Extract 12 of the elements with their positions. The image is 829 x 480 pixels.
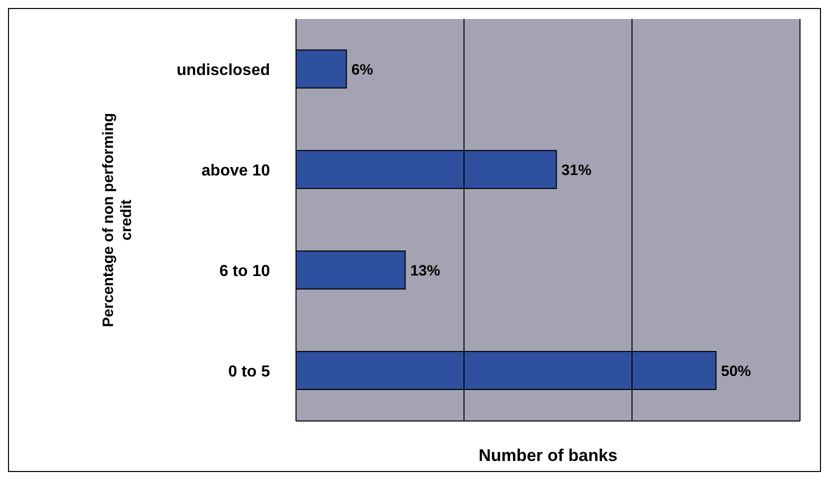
y-tick-label: above 10 — [202, 162, 270, 180]
y-tick-label: 0 to 5 — [228, 363, 270, 380]
x-axis-title: Number of banks — [478, 446, 618, 465]
data-label: 31% — [561, 162, 592, 179]
y-tick-label: undisclosed — [176, 62, 270, 79]
y-axis-title: Percentage of non performing credit — [100, 112, 135, 328]
y-tick-label: 6 to 10 — [219, 262, 270, 280]
data-label: 13% — [410, 262, 440, 280]
data-label: 6% — [351, 61, 374, 78]
bar — [296, 250, 406, 290]
data-label: 50% — [721, 362, 752, 380]
bar — [296, 50, 347, 88]
